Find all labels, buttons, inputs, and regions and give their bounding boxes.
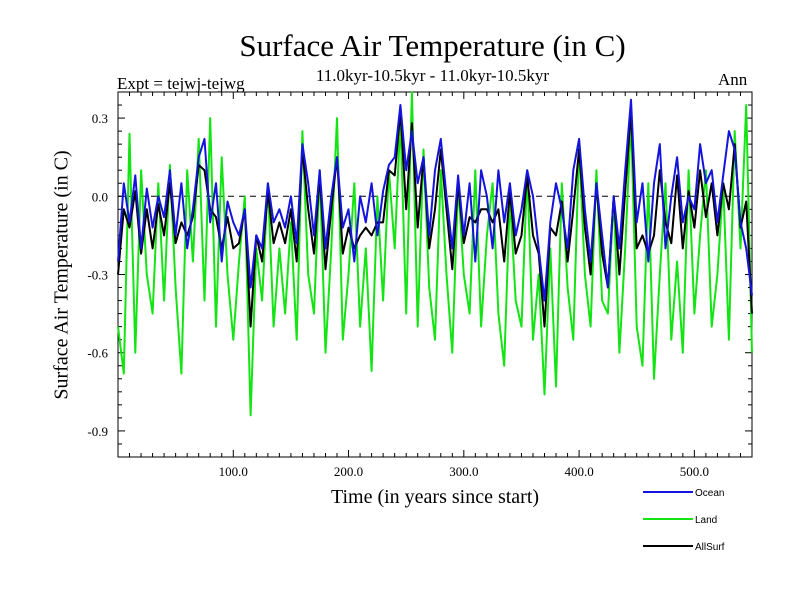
series-line-ocean — [117, 98, 753, 302]
chart-title: Surface Air Temperature (in C) — [239, 28, 626, 63]
legend-label-allsurf: AllSurf — [695, 542, 725, 553]
x-tick-label: 400.0 — [564, 464, 593, 479]
legend-label-land: Land — [695, 515, 717, 526]
y-tick-label: 0.3 — [92, 111, 108, 126]
series-line-land — [117, 91, 753, 417]
legend-label-ocean: Ocean — [695, 488, 724, 499]
x-tick-label: 500.0 — [680, 464, 709, 479]
x-axis-label: Time (in years since start) — [330, 486, 540, 508]
y-tick-label: -0.6 — [87, 346, 108, 361]
season-label: Ann — [718, 70, 748, 89]
x-tick-label: 200.0 — [334, 464, 363, 479]
y-tick-label: -0.3 — [87, 268, 108, 283]
experiment-label: Expt = tejwj-tejwg — [117, 74, 245, 93]
x-tick-label: 300.0 — [449, 464, 478, 479]
plot-frame — [117, 91, 753, 458]
chart-subtitle: 11.0kyr-10.5kyr - 11.0kyr-10.5kyr — [315, 66, 550, 85]
y-tick-label: 0.0 — [92, 189, 108, 204]
y-tick-label: -0.9 — [87, 424, 108, 439]
x-tick-label: 100.0 — [219, 464, 248, 479]
